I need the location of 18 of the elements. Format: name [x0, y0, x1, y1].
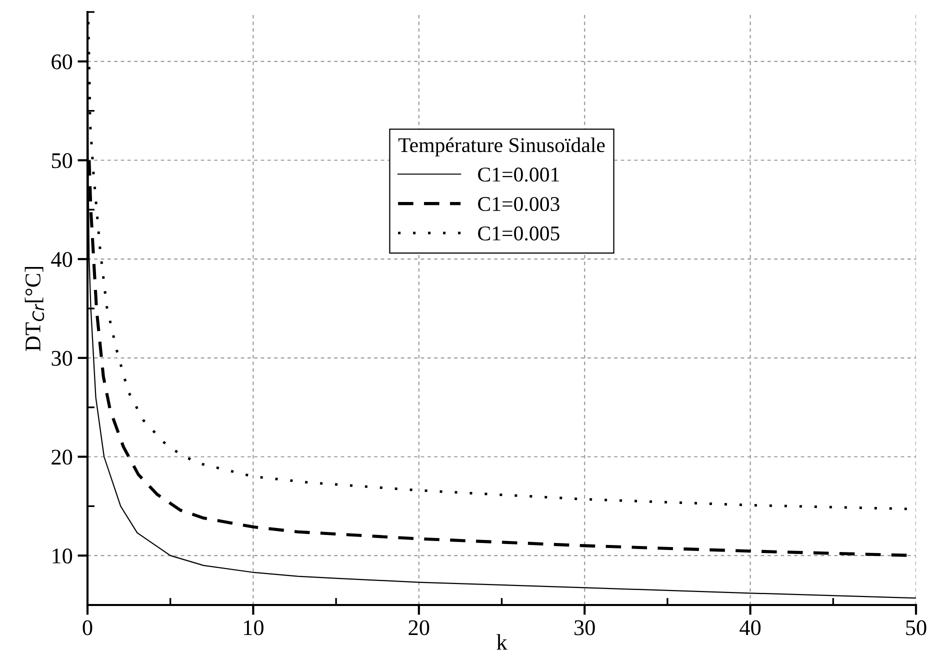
- y-tick-label: 10: [52, 548, 72, 564]
- legend-label: C1=0.005: [478, 226, 560, 241]
- x-tick-label: 50: [906, 620, 926, 636]
- y-tick-label: 40: [51, 252, 72, 268]
- x-tick-label: 10: [244, 620, 264, 636]
- y-tick-label: 60: [52, 54, 72, 70]
- legend-label: C1=0.003: [478, 196, 560, 212]
- legend-title: Température Sinusoïdale: [398, 137, 605, 156]
- x-axis-title: k: [496, 634, 508, 650]
- x-tick-label: 40: [740, 620, 761, 636]
- y-tick-label: 20: [52, 450, 72, 465]
- legend-label: C1=0.001: [478, 168, 559, 182]
- y-tick-label: 50: [52, 153, 72, 168]
- x-tick-label: 0: [82, 620, 92, 636]
- y-tick-label: 30: [52, 350, 72, 366]
- x-tick-label: 30: [574, 620, 595, 636]
- y-axis-title: DT$_{Cr}$[°C]: [24, 267, 44, 351]
- x-tick-label: 20: [408, 620, 430, 636]
